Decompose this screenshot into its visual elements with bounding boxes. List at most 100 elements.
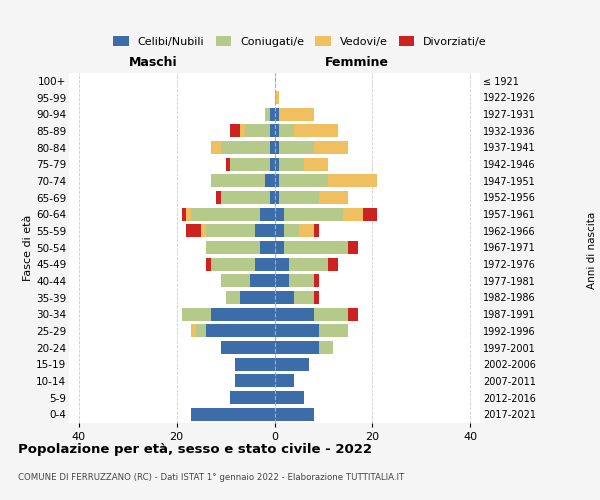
- Bar: [211, 258, 255, 270]
- Bar: [240, 291, 275, 304]
- Bar: [182, 308, 211, 320]
- Bar: [206, 258, 211, 270]
- Bar: [280, 124, 294, 138]
- Bar: [226, 291, 240, 304]
- Bar: [275, 391, 304, 404]
- Bar: [275, 324, 319, 338]
- Bar: [314, 141, 348, 154]
- Bar: [275, 108, 280, 120]
- Bar: [343, 208, 362, 220]
- Bar: [280, 191, 319, 204]
- Bar: [275, 124, 280, 138]
- Bar: [275, 174, 280, 188]
- Bar: [289, 258, 328, 270]
- Bar: [314, 291, 319, 304]
- Bar: [191, 324, 196, 338]
- Bar: [284, 208, 343, 220]
- Bar: [294, 124, 338, 138]
- Bar: [280, 158, 304, 170]
- Bar: [206, 241, 260, 254]
- Bar: [260, 208, 275, 220]
- Bar: [314, 274, 319, 287]
- Bar: [328, 258, 338, 270]
- Bar: [284, 224, 299, 237]
- Bar: [269, 124, 275, 138]
- Bar: [275, 208, 284, 220]
- Bar: [275, 141, 280, 154]
- Bar: [280, 174, 328, 188]
- Bar: [294, 291, 314, 304]
- Bar: [235, 358, 275, 370]
- Bar: [362, 208, 377, 220]
- Bar: [226, 158, 230, 170]
- Bar: [348, 241, 358, 254]
- Bar: [314, 308, 348, 320]
- Bar: [230, 158, 269, 170]
- Bar: [187, 208, 191, 220]
- Bar: [348, 308, 358, 320]
- Bar: [314, 224, 319, 237]
- Bar: [269, 191, 275, 204]
- Bar: [275, 91, 280, 104]
- Text: Anni di nascita: Anni di nascita: [587, 212, 597, 288]
- Bar: [275, 241, 284, 254]
- Bar: [206, 224, 255, 237]
- Bar: [196, 324, 206, 338]
- Bar: [230, 391, 275, 404]
- Bar: [206, 324, 275, 338]
- Bar: [289, 274, 314, 287]
- Bar: [182, 208, 187, 220]
- Bar: [269, 158, 275, 170]
- Bar: [275, 258, 289, 270]
- Bar: [201, 224, 206, 237]
- Bar: [275, 374, 294, 388]
- Bar: [269, 108, 275, 120]
- Bar: [265, 108, 269, 120]
- Bar: [299, 224, 314, 237]
- Bar: [260, 241, 275, 254]
- Bar: [230, 124, 240, 138]
- Bar: [275, 291, 294, 304]
- Text: Popolazione per età, sesso e stato civile - 2022: Popolazione per età, sesso e stato civil…: [18, 442, 372, 456]
- Bar: [221, 341, 275, 354]
- Bar: [255, 224, 275, 237]
- Bar: [216, 191, 221, 204]
- Bar: [275, 158, 280, 170]
- Y-axis label: Fasce di età: Fasce di età: [23, 214, 33, 280]
- Bar: [275, 341, 319, 354]
- Bar: [191, 408, 275, 420]
- Bar: [319, 324, 348, 338]
- Bar: [240, 124, 245, 138]
- Bar: [221, 141, 269, 154]
- Bar: [269, 141, 275, 154]
- Bar: [275, 274, 289, 287]
- Bar: [280, 108, 314, 120]
- Legend: Celibi/Nubili, Coniugati/e, Vedovi/e, Divorziati/e: Celibi/Nubili, Coniugati/e, Vedovi/e, Di…: [113, 36, 487, 46]
- Bar: [235, 374, 275, 388]
- Bar: [211, 174, 265, 188]
- Bar: [211, 141, 221, 154]
- Text: COMUNE DI FERRUZZANO (RC) - Dati ISTAT 1° gennaio 2022 - Elaborazione TUTTITALIA: COMUNE DI FERRUZZANO (RC) - Dati ISTAT 1…: [18, 472, 404, 482]
- Bar: [275, 224, 284, 237]
- Bar: [255, 258, 275, 270]
- Bar: [265, 174, 275, 188]
- Bar: [319, 341, 333, 354]
- Bar: [221, 191, 269, 204]
- Bar: [187, 224, 201, 237]
- Bar: [304, 158, 328, 170]
- Bar: [221, 274, 250, 287]
- Bar: [250, 274, 275, 287]
- Bar: [275, 358, 309, 370]
- Bar: [245, 124, 269, 138]
- Text: Maschi: Maschi: [128, 56, 178, 69]
- Bar: [328, 174, 377, 188]
- Bar: [191, 208, 260, 220]
- Bar: [275, 408, 314, 420]
- Bar: [211, 308, 275, 320]
- Bar: [319, 191, 348, 204]
- Bar: [284, 241, 348, 254]
- Bar: [280, 141, 314, 154]
- Bar: [275, 308, 314, 320]
- Bar: [275, 191, 280, 204]
- Text: Femmine: Femmine: [325, 56, 389, 69]
